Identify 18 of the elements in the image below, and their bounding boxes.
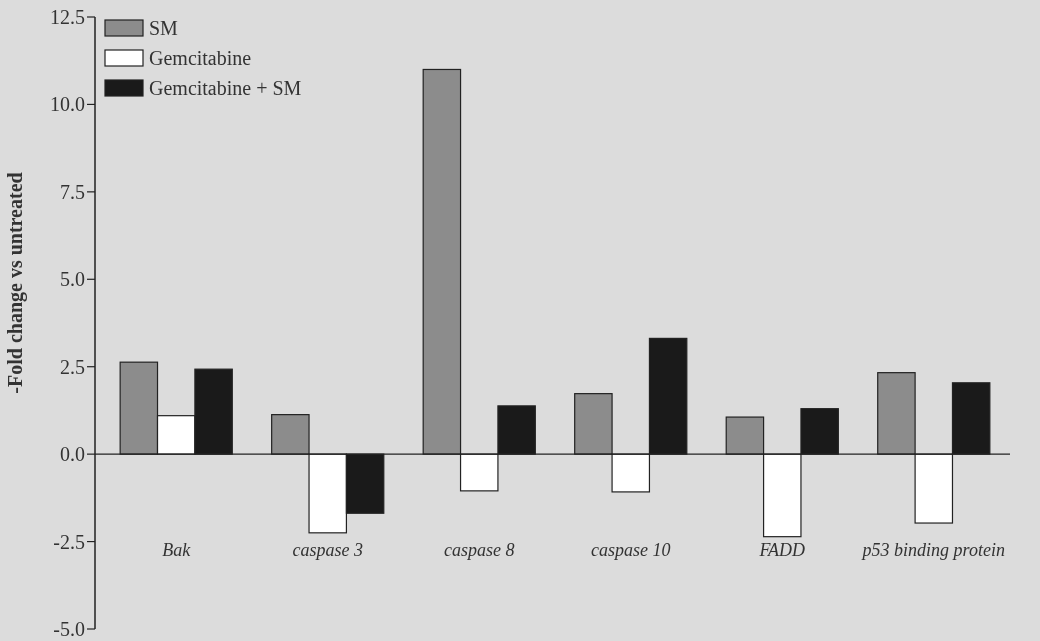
legend-label: SM	[149, 17, 179, 39]
x-tick-label: caspase 8	[443, 540, 515, 561]
y-tick-label: 10.0	[50, 93, 85, 116]
y-tick-label: 2.5	[60, 355, 85, 378]
y-tick-label: 5.0	[60, 268, 85, 291]
x-tick-label: caspase 3	[292, 540, 363, 561]
legend-label: Gemcitabine	[149, 47, 252, 69]
y-tick-label: 12.5	[50, 6, 85, 28]
y-axis-title: -Fold change vs untreated	[4, 172, 27, 394]
x-tick-label: Bak	[162, 540, 192, 561]
x-tick-label: p53 binding protein	[860, 540, 1005, 561]
y-tick-label: 7.5	[60, 180, 85, 203]
legend-label: Gemcitabine + SM	[149, 77, 302, 99]
y-tick-label: -2.5	[53, 530, 85, 553]
y-tick-label: 0.0	[60, 443, 85, 466]
x-tick-label: caspase 10	[591, 540, 671, 561]
y-tick-label: -5.0	[53, 618, 85, 640]
x-tick-label: FADD	[758, 540, 806, 561]
